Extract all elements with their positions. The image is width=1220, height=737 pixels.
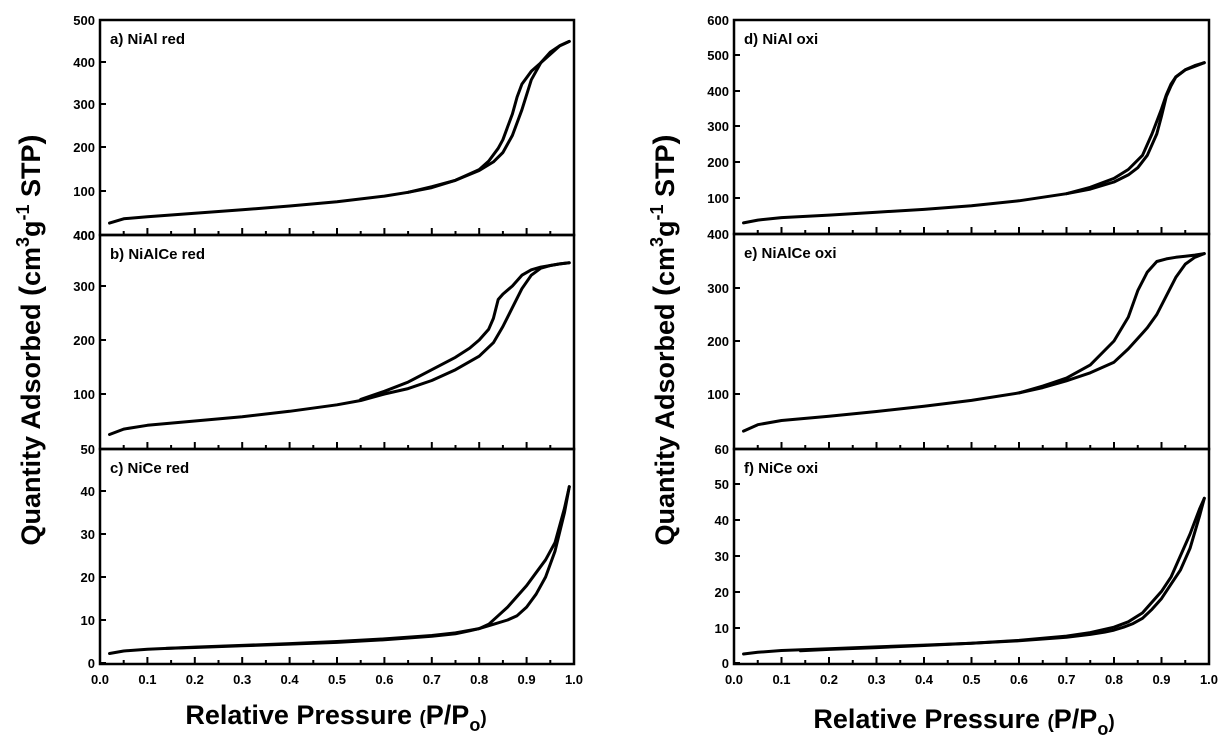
y-tick-label: 400	[73, 228, 95, 243]
y-tick-label: 30	[715, 549, 729, 564]
x-axis-title-right: Relative Pressure (P/Po)	[813, 704, 1114, 737]
desorption-curve	[359, 261, 571, 401]
y-tick-label: 50	[715, 477, 729, 492]
y-tick-label: 30	[81, 527, 95, 542]
adsorption-curve	[108, 261, 571, 436]
y-tick-label: 20	[81, 570, 95, 585]
y-tick-label: 400	[707, 227, 729, 242]
y-tick-label: 200	[73, 140, 95, 155]
y-tick-label: 300	[707, 281, 729, 296]
panel-label: f) NiCe oxi	[744, 460, 818, 477]
y-tick-label: 400	[73, 228, 95, 243]
panel-frame	[732, 447, 1211, 666]
y-tick-label: 100	[73, 184, 95, 199]
panel-4: 400 100 200 300 400 500 600 d) NiAl oxi	[707, 13, 1211, 242]
adsorption-curve	[108, 39, 571, 225]
panel-3: 0 10 20 30 40 c) NiCe red 0.0 0.1 0.2 0.3 0.4 0.5 0.…	[81, 447, 583, 687]
y-tick-label: 300	[73, 279, 95, 294]
x-tick-label: 0.5	[962, 672, 980, 687]
y-tick-label: 0	[722, 656, 729, 671]
y-tick-label: 400	[73, 55, 95, 70]
x-tick-label: 0.9	[1152, 672, 1170, 687]
x-tick-label: 0.5	[328, 672, 346, 687]
panel-1: 400 100 200 300 400 500 a) NiAl red	[73, 13, 576, 243]
panel-frame	[98, 447, 576, 666]
adsorption-curve	[742, 61, 1206, 225]
y-tick-label: 0	[88, 656, 95, 671]
panel-label: d) NiAl oxi	[744, 31, 818, 48]
x-tick-label: 0.1	[772, 672, 790, 687]
x-tick-label: 0.2	[820, 672, 838, 687]
x-tick-label: 0.1	[138, 672, 156, 687]
x-tick-label: 0.0	[725, 672, 743, 687]
y-tick-label: 600	[707, 13, 729, 28]
y-tick-label: 200	[707, 334, 729, 349]
x-tick-label: 0.4	[281, 672, 300, 687]
x-tick-label: 0.3	[867, 672, 885, 687]
panel-label: a) NiAl red	[110, 31, 185, 48]
panel-label: c) NiCe red	[110, 460, 189, 477]
y-axis-title-right: Quantity Adsorbed (cm3g-1 STP)	[647, 134, 681, 545]
y-tick-label: 200	[73, 333, 95, 348]
y-tick-label: 10	[715, 621, 729, 636]
x-tick-label: 0.8	[1105, 672, 1123, 687]
y-tick-label: 20	[715, 585, 729, 600]
desorption-curve	[164, 485, 571, 650]
y-tick-label: 100	[707, 191, 729, 206]
y-tick-label: 50	[81, 442, 95, 457]
panel-2: 50 100 200 300 400 b) NiAlCe red	[73, 228, 576, 457]
x-tick-label: 0.6	[1010, 672, 1028, 687]
y-tick-label: 40	[81, 484, 95, 499]
desorption-curve	[1017, 252, 1206, 395]
x-tick-label: 0.3	[233, 672, 251, 687]
y-tick-label: 100	[707, 387, 729, 402]
x-tick-label: 0.2	[186, 672, 204, 687]
panel-frame	[732, 232, 1211, 451]
y-tick-label: 500	[707, 48, 729, 63]
adsorption-curve	[108, 485, 571, 655]
desorption-curve	[406, 39, 571, 194]
x-tick-label: 0.6	[375, 672, 393, 687]
panel-frame	[732, 18, 1211, 236]
y-tick-label: 10	[81, 613, 95, 628]
x-tick-label: 1.0	[565, 672, 583, 687]
x-tick-label: 0.0	[91, 672, 109, 687]
x-tick-label: 0.7	[423, 672, 441, 687]
y-axis-title-left: Quantity Adsorbed (cm3g-1 STP)	[13, 134, 47, 545]
panel-label: e) NiAlCe oxi	[744, 245, 837, 262]
x-tick-label: 0.9	[518, 672, 536, 687]
panel-6: 0 10 20 30 40 50 f) NiCe oxi 0.0 0.1 0.2 0.3 0.4 0.5…	[715, 447, 1218, 687]
x-axis-title-left: Relative Pressure (P/Po)	[185, 700, 486, 735]
desorption-curve	[1065, 61, 1206, 196]
adsorption-curve	[742, 252, 1206, 433]
y-tick-label: 500	[73, 13, 95, 28]
y-tick-label: 100	[73, 387, 95, 402]
panel-5: 60 100 200 300 e) NiAlCe oxi	[707, 232, 1211, 457]
desorption-curve	[799, 496, 1206, 653]
y-tick-label: 300	[707, 119, 729, 134]
x-tick-label: 1.0	[1200, 672, 1218, 687]
y-tick-label: 40	[715, 513, 729, 528]
panel-label: b) NiAlCe red	[110, 246, 205, 263]
panel-frame	[98, 233, 576, 451]
adsorption-curve	[742, 496, 1206, 656]
y-tick-label: 400	[707, 84, 729, 99]
x-tick-label: 0.4	[915, 672, 934, 687]
x-tick-label: 0.8	[470, 672, 488, 687]
x-tick-label: 0.7	[1057, 672, 1075, 687]
y-tick-label: 300	[73, 97, 95, 112]
y-tick-label: 60	[715, 442, 729, 457]
y-tick-label: 200	[707, 155, 729, 170]
